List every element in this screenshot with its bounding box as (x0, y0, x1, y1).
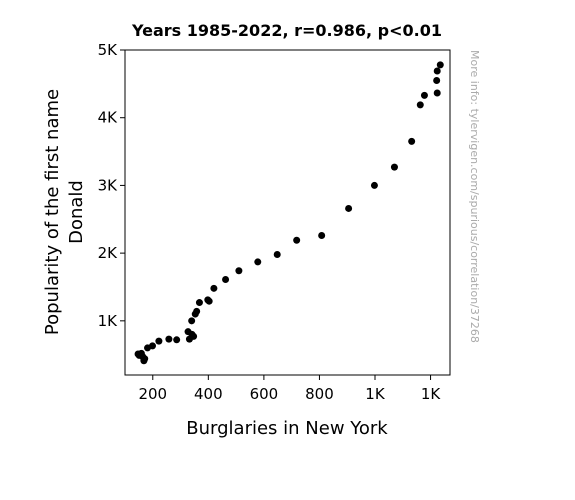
x-axis-ticks: 200 400 600 800 1K 1K (138, 375, 441, 403)
points-layer (134, 61, 444, 365)
y-tick-label: 3K (98, 176, 119, 194)
data-point (273, 250, 281, 258)
data-point (205, 297, 213, 305)
data-point (318, 232, 326, 240)
data-point (155, 337, 163, 345)
x-tick-label: 600 (250, 385, 279, 403)
data-point (420, 91, 428, 99)
data-point (185, 335, 193, 343)
data-point (173, 336, 181, 344)
data-point (140, 357, 148, 365)
x-tick-label: 400 (194, 385, 223, 403)
data-point (433, 76, 441, 84)
y-axis-ticks: 1K 2K 3K 4K 5K (98, 41, 125, 330)
data-point (436, 61, 444, 69)
y-tick-label: 2K (98, 244, 119, 262)
data-point (165, 335, 173, 343)
data-point (293, 236, 301, 244)
data-point (416, 101, 424, 109)
y-tick-label: 1K (98, 312, 119, 330)
chart-title: Years 1985-2022, r=0.986, p<0.01 (131, 21, 442, 40)
data-point (345, 204, 353, 212)
data-point (433, 67, 441, 75)
data-point (235, 267, 243, 275)
y-axis-label-line-1: Popularity of the first name (42, 89, 63, 335)
data-point (408, 137, 416, 145)
y-tick-label: 4K (98, 109, 119, 127)
x-tick-label: 1K (365, 385, 386, 403)
x-tick-label: 800 (305, 385, 334, 403)
y-axis-label: Popularity of the first name Donald (42, 89, 87, 335)
y-axis-label-line-2: Donald (66, 180, 87, 244)
data-point (370, 181, 378, 189)
x-tick-label: 1K (421, 385, 442, 403)
plot-area: 200 400 600 800 1K 1K 1K 2K 3K 4K 5K (98, 41, 451, 403)
x-axis-label: Burglaries in New York (186, 418, 388, 439)
data-point (144, 344, 151, 352)
data-point (195, 299, 203, 307)
data-point (210, 284, 218, 292)
data-point (254, 258, 262, 266)
data-point (433, 89, 441, 97)
data-point (222, 276, 230, 284)
y-tick-label: 5K (98, 41, 119, 59)
data-point (188, 317, 196, 325)
source-watermark: More info: tylervigen.com/spurious/corre… (468, 50, 481, 343)
data-point (191, 310, 199, 318)
x-tick-label: 200 (138, 385, 167, 403)
data-point (390, 163, 398, 171)
plot-frame (124, 49, 451, 376)
